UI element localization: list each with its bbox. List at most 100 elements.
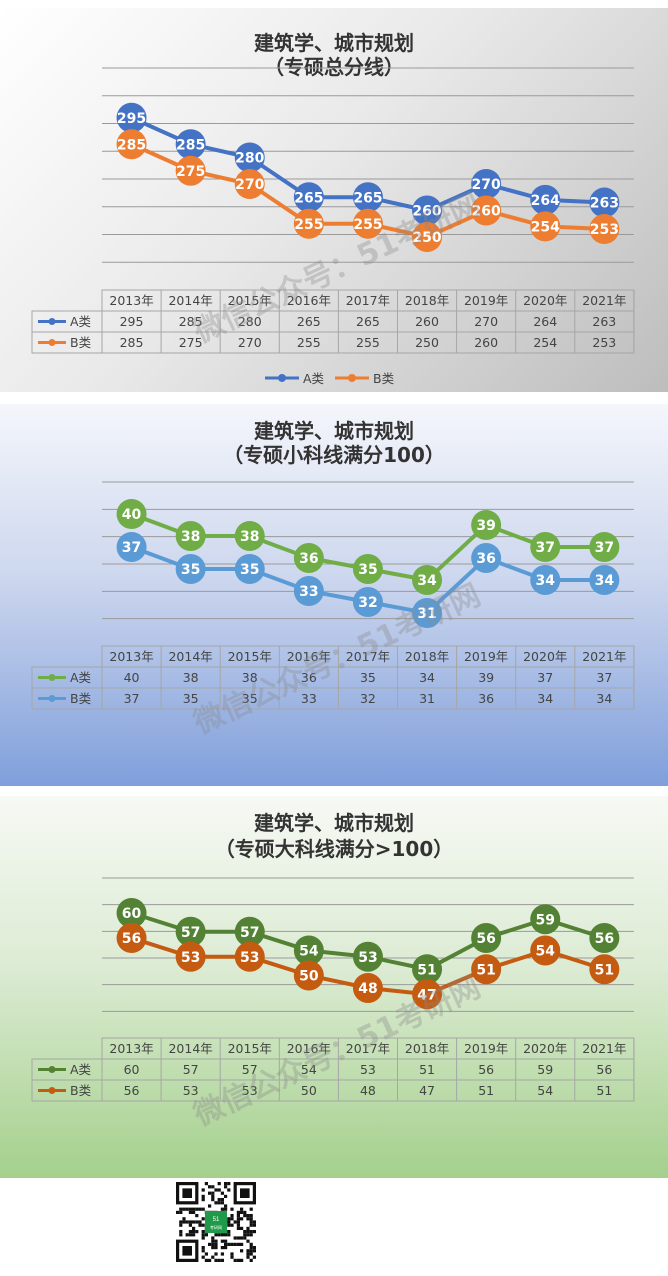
x-tick-label: 2020年 <box>523 649 567 664</box>
table-cell-value: 285 <box>179 314 203 329</box>
data-point <box>175 916 206 947</box>
data-point <box>234 941 265 972</box>
data-point <box>412 979 443 1010</box>
data-label: 33 <box>299 584 318 600</box>
table-cell-value: 270 <box>474 314 498 329</box>
data-label: 275 <box>176 164 205 180</box>
chart-small-subject: 建筑学、城市规划（专硕小科线满分100） 40 38 38 36 35 34 39 37 37 37… <box>31 419 635 742</box>
data-point <box>234 169 265 199</box>
x-tick-label: 2013年 <box>109 649 153 664</box>
data-label: 57 <box>240 925 259 941</box>
table-cell-value: 51 <box>419 1062 435 1077</box>
x-tick-label: 2019年 <box>464 1041 508 1056</box>
data-point <box>589 565 620 595</box>
chart-subtitle: （专硕总分线） <box>264 55 404 79</box>
data-label: 39 <box>476 518 495 534</box>
table-legend-marker <box>48 339 56 346</box>
table-cell-value: 53 <box>360 1062 376 1077</box>
data-point <box>175 941 206 972</box>
data-label: 260 <box>412 204 441 220</box>
data-point <box>530 935 561 966</box>
table-cell-value: 57 <box>242 1062 258 1077</box>
data-label: 54 <box>299 944 319 960</box>
table-cell-value: 253 <box>592 335 616 350</box>
data-point <box>530 904 561 935</box>
data-label: 34 <box>536 573 556 589</box>
data-label: 260 <box>472 204 501 220</box>
table-cell-value: 48 <box>360 1083 376 1098</box>
chart-panel-small: 建筑学、城市规划 （专硕小科线满分100） 40 38 38 36 35 34 39 37 37 37… <box>0 404 668 786</box>
x-tick-label: 2019年 <box>464 649 508 664</box>
x-tick-label: 2018年 <box>405 649 449 664</box>
data-label: 34 <box>417 573 437 589</box>
table-cell-value: 38 <box>183 670 199 685</box>
data-point <box>412 954 443 985</box>
data-label: 56 <box>476 931 495 947</box>
table-cell-value: 35 <box>183 691 199 706</box>
data-label: 48 <box>358 981 377 997</box>
data-point <box>116 532 147 562</box>
data-point <box>293 208 324 239</box>
data-point <box>234 142 265 173</box>
data-point <box>234 554 265 584</box>
data-label: 57 <box>181 925 200 941</box>
data-point <box>471 510 502 540</box>
x-tick-label: 2021年 <box>582 293 626 308</box>
table-cell-value: 54 <box>537 1083 553 1098</box>
data-label: 285 <box>117 137 146 153</box>
table-series-name: A类 <box>70 670 92 685</box>
chart-panel-total: 建筑学、城市规划 （专硕总分线） 295 285 280 265 265 260 270 264 2… <box>0 8 668 392</box>
data-label: 37 <box>536 540 555 556</box>
data-point <box>175 155 206 186</box>
table-cell-value: 33 <box>301 691 317 706</box>
x-tick-label: 2015年 <box>228 293 272 308</box>
data-label: 37 <box>122 540 141 556</box>
x-tick-label: 2021年 <box>582 1041 626 1056</box>
table-cell-value: 37 <box>537 670 553 685</box>
data-label: 270 <box>235 177 264 193</box>
table-series-name: A类 <box>70 314 92 329</box>
data-point <box>175 521 206 551</box>
data-point <box>471 169 502 199</box>
data-point <box>234 916 265 947</box>
table-cell-value: 270 <box>238 335 262 350</box>
x-tick-label: 2014年 <box>168 293 212 308</box>
table-series-name: B类 <box>70 335 92 350</box>
data-point <box>352 208 383 239</box>
table-cell-value: 56 <box>478 1062 494 1077</box>
data-label: 264 <box>531 193 560 209</box>
data-label: 35 <box>358 562 377 578</box>
x-tick-label: 2016年 <box>287 649 331 664</box>
table-cell-value: 263 <box>592 314 616 329</box>
table-cell-value: 31 <box>419 691 435 706</box>
chart-title: 建筑学、城市规划 <box>254 419 414 443</box>
chart-total-score: 建筑学、城市规划（专硕总分线） 295 285 280 265 265 260 270 264 2… <box>31 31 635 386</box>
table-cell-value: 53 <box>183 1083 199 1098</box>
data-point <box>471 543 502 573</box>
data-point <box>530 565 561 595</box>
data-label: 263 <box>590 196 619 212</box>
data-point <box>352 973 383 1003</box>
table-cell-value: 34 <box>419 670 435 685</box>
table-series-name: A类 <box>70 1062 92 1077</box>
data-label: 53 <box>240 950 259 966</box>
table-cell-value: 36 <box>301 670 317 685</box>
data-point <box>471 954 502 985</box>
data-label: 51 <box>595 962 614 978</box>
legend-label: A类 <box>303 371 325 386</box>
data-label: 35 <box>240 562 259 578</box>
table-cell-value: 275 <box>179 335 203 350</box>
table-legend-marker <box>48 1066 56 1073</box>
data-label: 53 <box>358 950 377 966</box>
data-label: 280 <box>235 151 264 167</box>
x-tick-label: 2017年 <box>346 1041 390 1056</box>
data-label: 51 <box>476 962 495 978</box>
qr-code: 51 考研网 <box>176 1182 256 1262</box>
table-cell-value: 285 <box>120 335 144 350</box>
svg-text:考研网: 考研网 <box>210 1224 222 1230</box>
data-label: 47 <box>417 987 436 1003</box>
data-label: 50 <box>299 969 319 985</box>
data-label: 56 <box>595 931 614 947</box>
data-point <box>352 587 383 617</box>
chart-subtitle: （专硕小科线满分100） <box>223 443 445 467</box>
